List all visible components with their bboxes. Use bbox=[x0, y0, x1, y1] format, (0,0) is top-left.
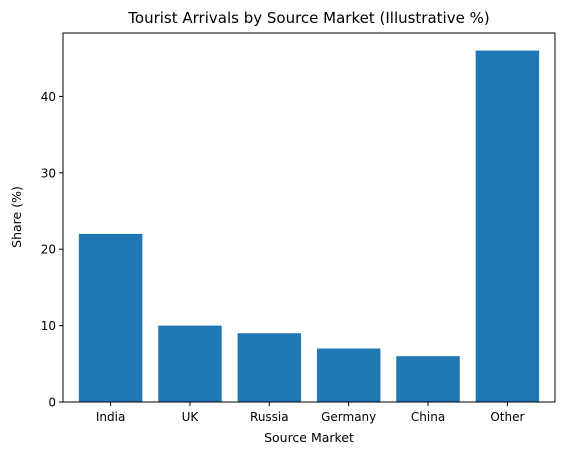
y-axis-label: Share (%) bbox=[9, 186, 24, 248]
bar-germany bbox=[316, 348, 381, 402]
x-axis-label: Source Market bbox=[264, 430, 354, 445]
x-tick-label-uk: UK bbox=[182, 410, 200, 424]
bar-uk bbox=[158, 325, 222, 402]
x-tick-label-china: China bbox=[411, 410, 445, 424]
chart-title: Tourist Arrivals by Source Market (Illus… bbox=[127, 9, 489, 27]
bars-group bbox=[78, 50, 540, 402]
y-tick-label: 30 bbox=[41, 166, 56, 180]
plot-frame bbox=[62, 32, 556, 403]
x-tick-label-other: Other bbox=[490, 410, 524, 424]
x-axis-ticks: India UK Russia Germany China Other bbox=[96, 402, 524, 424]
bar-india bbox=[78, 233, 143, 402]
bar-russia bbox=[237, 333, 302, 402]
x-tick-label-germany: Germany bbox=[321, 410, 376, 424]
y-axis-ticks: 0 10 20 30 40 bbox=[41, 90, 63, 410]
x-tick-label-russia: Russia bbox=[250, 410, 289, 424]
y-tick-label: 0 bbox=[48, 396, 56, 410]
y-tick-label: 20 bbox=[41, 243, 56, 257]
y-tick-label: 10 bbox=[41, 319, 56, 333]
x-tick-label-india: India bbox=[96, 410, 125, 424]
y-tick-label: 40 bbox=[41, 90, 56, 104]
bar-other bbox=[475, 50, 540, 402]
bar-china bbox=[396, 356, 460, 402]
